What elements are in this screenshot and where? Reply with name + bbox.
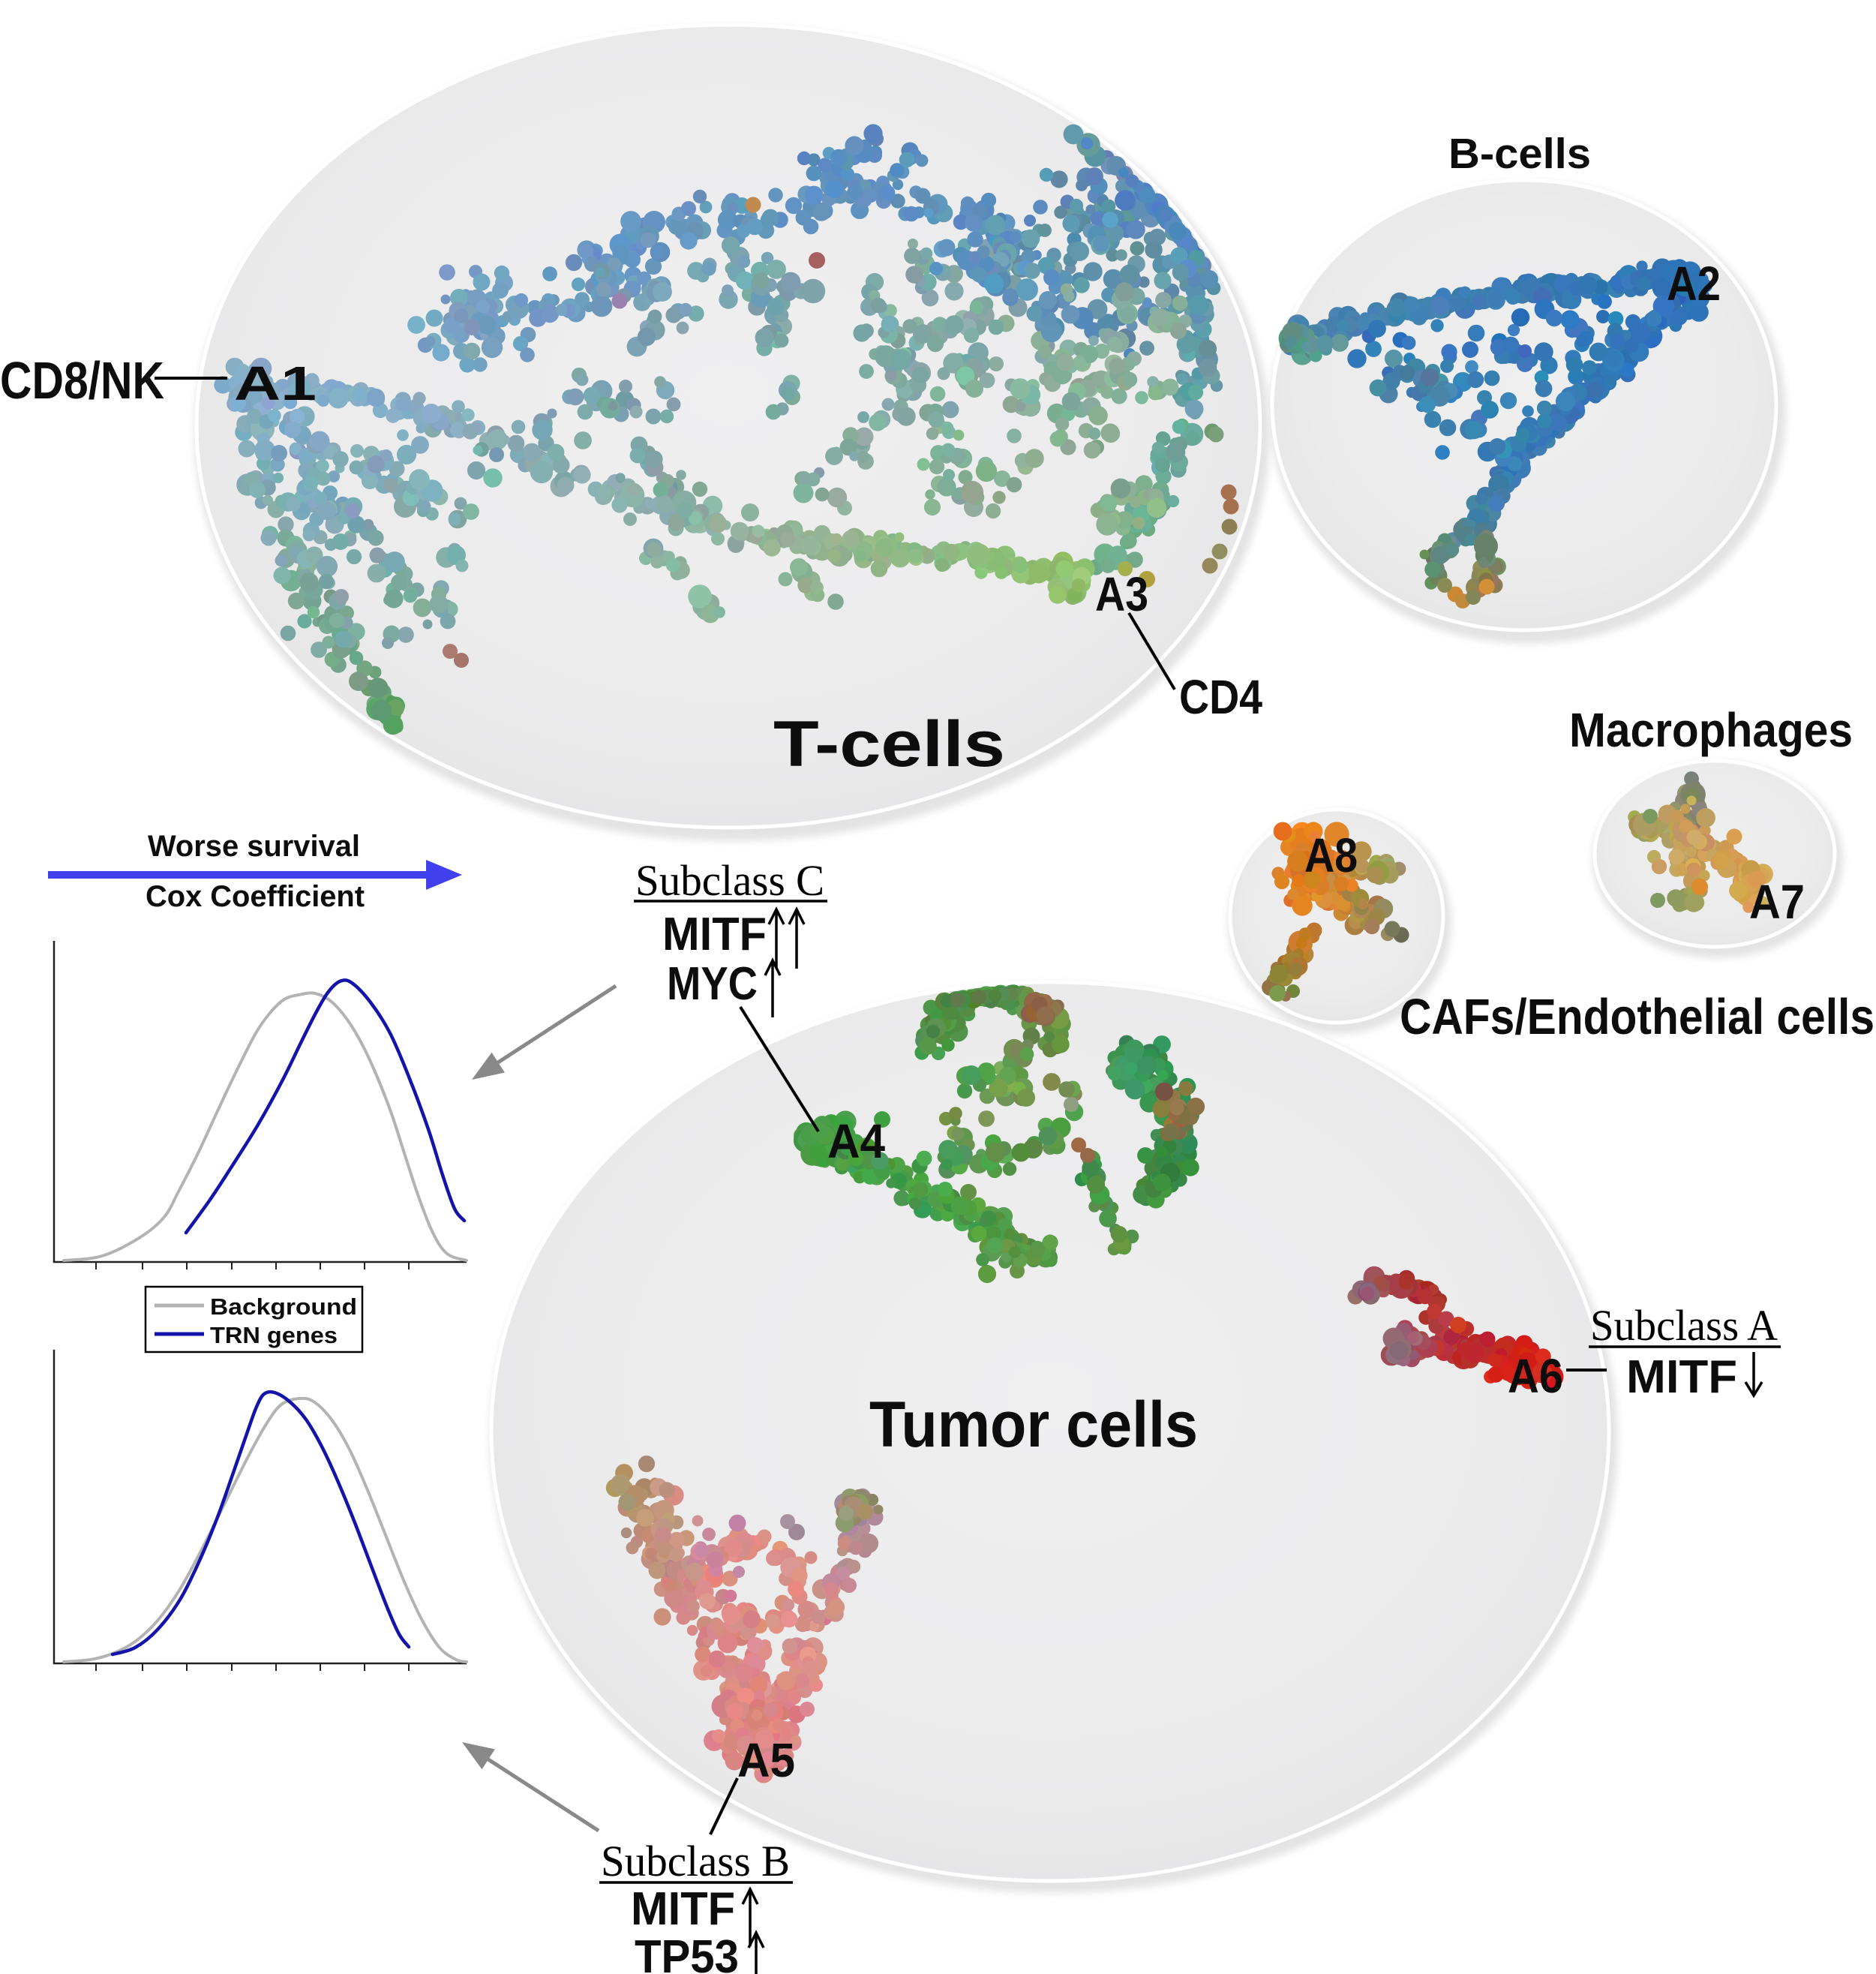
svg-text:Background: Background	[210, 1293, 357, 1320]
svg-text:A1: A1	[234, 356, 317, 410]
svg-text:Tumor cells: Tumor cells	[869, 1389, 1198, 1461]
svg-text:A3: A3	[1095, 567, 1148, 621]
svg-text:TRN genes: TRN genes	[210, 1322, 338, 1348]
svg-text:Worse survival: Worse survival	[148, 830, 360, 863]
svg-text:MITF: MITF	[1626, 1351, 1737, 1403]
svg-text:A8: A8	[1304, 828, 1358, 882]
svg-text:TP53: TP53	[635, 1931, 739, 1974]
svg-text:CD4: CD4	[1179, 670, 1262, 724]
svg-text:A7: A7	[1749, 875, 1805, 929]
svg-text:A6: A6	[1508, 1349, 1563, 1403]
svg-text:A5: A5	[737, 1733, 795, 1787]
svg-text:Subclass A: Subclass A	[1590, 1301, 1778, 1350]
svg-text:A4: A4	[827, 1114, 885, 1168]
svg-text:A2: A2	[1667, 257, 1721, 311]
svg-text:Subclass B: Subclass B	[601, 1837, 790, 1885]
svg-text:MITF: MITF	[662, 909, 767, 960]
svg-text:Cox Coefficient: Cox Coefficient	[146, 880, 365, 913]
svg-text:Subclass C: Subclass C	[635, 856, 824, 905]
svg-text:CAFs/Endothelial cells: CAFs/Endothelial cells	[1400, 989, 1874, 1045]
svg-text:T-cells: T-cells	[773, 708, 1005, 780]
svg-text:MYC: MYC	[667, 958, 758, 1010]
svg-text:MITF: MITF	[631, 1883, 735, 1935]
svg-text:CD8/NK: CD8/NK	[0, 351, 164, 410]
svg-text:Macrophages: Macrophages	[1569, 703, 1853, 757]
svg-text:B-cells: B-cells	[1448, 130, 1591, 178]
